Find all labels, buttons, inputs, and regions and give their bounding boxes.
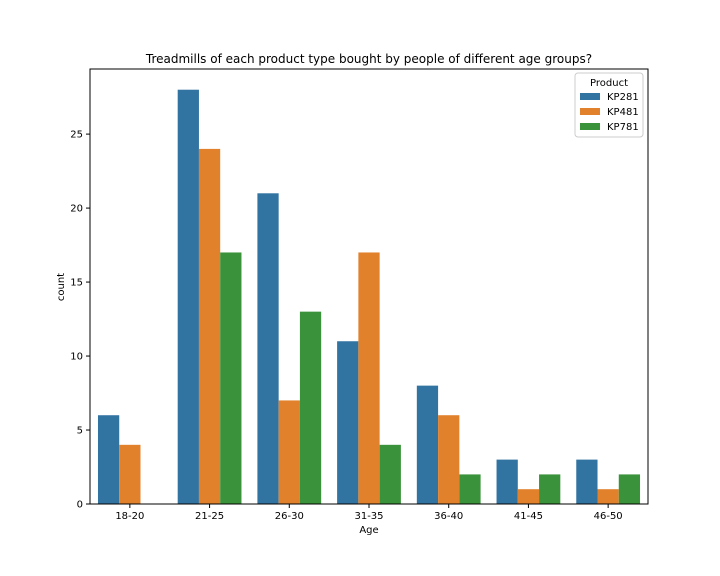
- y-tick-label: 20: [70, 204, 83, 215]
- bar-kp481-26-30: [278, 400, 300, 504]
- bars-layer: [97, 89, 641, 505]
- bar-kp781-36-40: [459, 474, 481, 504]
- x-tick-label: 46-50: [594, 511, 623, 522]
- y-tick-label: 10: [70, 352, 83, 363]
- bar-kp481-36-40: [438, 415, 460, 504]
- legend-swatch-kp481: [580, 108, 600, 115]
- legend-title: Product: [590, 78, 628, 89]
- legend: Product KP281 KP481 KP781: [574, 72, 644, 138]
- legend-box: [574, 72, 644, 138]
- y-tick-label: 15: [70, 278, 83, 289]
- bar-kp281-36-40: [416, 385, 439, 504]
- chart-title: Treadmills of each product type bought b…: [145, 52, 592, 66]
- y-tick-label: 25: [70, 130, 83, 141]
- x-tick-label: 41-45: [514, 511, 543, 522]
- legend-swatch-kp781: [580, 123, 600, 130]
- legend-label-kp781: KP781: [607, 122, 639, 133]
- x-tick-label: 36-40: [434, 511, 463, 522]
- x-axis-label: Age: [359, 525, 378, 536]
- bar-kp781-26-30: [299, 311, 322, 504]
- bar-kp281-18-20: [97, 415, 120, 504]
- x-tick-label: 31-35: [354, 511, 383, 522]
- y-tick-label: 0: [77, 500, 83, 511]
- bar-kp781-41-45: [539, 474, 561, 504]
- plot-frame: [89, 68, 649, 505]
- bar-kp281-21-25: [177, 89, 199, 505]
- bar-kp481-21-25: [198, 148, 221, 504]
- bar-kp281-41-45: [496, 459, 518, 504]
- bar-kp281-46-50: [576, 459, 598, 504]
- bar-kp781-21-25: [220, 252, 242, 504]
- y-axis-label: count: [56, 273, 67, 301]
- bar-kp481-46-50: [597, 489, 619, 504]
- bar-kp281-31-35: [337, 341, 359, 504]
- bar-kp481-31-35: [358, 252, 380, 504]
- bar-kp781-31-35: [379, 444, 401, 504]
- legend-label-kp281: KP281: [607, 92, 639, 103]
- bar-kp781-46-50: [618, 474, 641, 504]
- legend-items: KP281 KP481 KP781: [580, 92, 639, 133]
- bar-kp481-18-20: [119, 444, 141, 504]
- legend-swatch-kp281: [580, 93, 600, 100]
- x-tick-label: 26-30: [275, 511, 304, 522]
- x-tick-label: 21-25: [195, 511, 224, 522]
- x-tick-label: 18-20: [115, 511, 144, 522]
- bar-kp281-26-30: [257, 193, 279, 505]
- y-tick-label: 5: [77, 426, 83, 437]
- x-axis: 18-20 21-25 26-30 31-35 36-40 41-45 46-50: [115, 504, 623, 522]
- y-axis: 0 5 10 15 20 25: [70, 130, 90, 511]
- bar-kp481-41-45: [517, 489, 540, 504]
- legend-label-kp481: KP481: [607, 107, 639, 118]
